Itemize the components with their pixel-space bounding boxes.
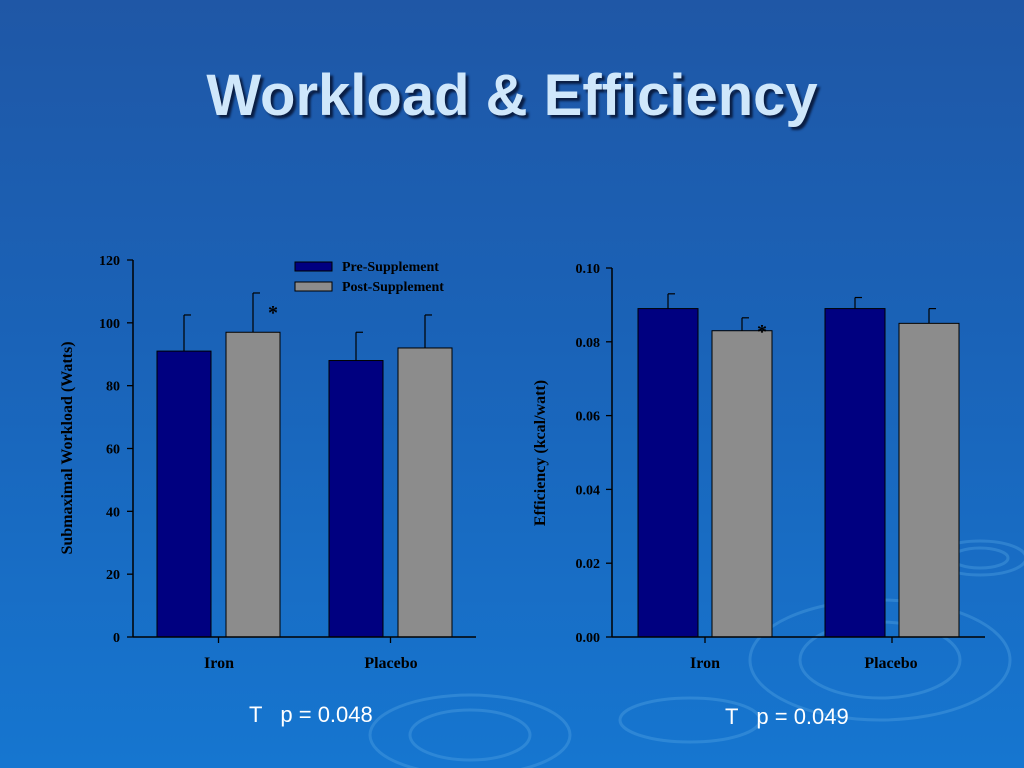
x-category-label: Placebo: [364, 655, 417, 672]
note-text: p = 0.049: [756, 704, 849, 729]
bar-iron-pre: [637, 308, 699, 638]
legend-swatch-pre: [294, 261, 333, 272]
y-tick-label: 100: [99, 317, 120, 332]
legend-label: Post-Supplement: [342, 280, 444, 295]
y-axis-label: Submaximal Workload (Watts): [59, 341, 76, 554]
legend-swatch-post: [294, 281, 333, 292]
significance-marker: *: [757, 321, 767, 343]
note-marker: T: [725, 704, 739, 729]
y-tick-label: 0.04: [576, 483, 601, 498]
y-tick-label: 0.06: [576, 410, 601, 425]
y-tick-label: 40: [106, 505, 120, 520]
x-category-label: Iron: [690, 655, 720, 672]
y-tick-label: 80: [106, 380, 120, 395]
note-marker: T: [249, 702, 263, 727]
y-tick-label: 0.08: [576, 336, 601, 351]
bar-placebo-pre: [328, 360, 384, 638]
y-tick-label: 0.10: [576, 262, 601, 277]
y-tick-label: 20: [106, 568, 120, 583]
bar-iron-post: [711, 330, 773, 638]
y-tick-label: 120: [99, 254, 120, 269]
bar-placebo-post: [397, 347, 453, 638]
legend-label: Pre-Supplement: [342, 260, 439, 275]
x-category-label: Iron: [204, 655, 234, 672]
y-tick-label: 0: [113, 631, 120, 646]
bar-placebo-post: [898, 322, 960, 638]
slide-title: Workload & Efficiency: [206, 63, 818, 128]
bar-placebo-pre: [824, 308, 886, 638]
p-value-note-workload: T p = 0.048: [249, 702, 373, 728]
note-text: p = 0.048: [280, 702, 373, 727]
bar-iron-post: [225, 331, 281, 638]
x-category-label: Placebo: [864, 655, 917, 672]
y-tick-label: 0.02: [576, 557, 601, 572]
bar-iron-pre: [156, 350, 212, 638]
y-tick-label: 60: [106, 443, 120, 458]
y-tick-label: 0.00: [576, 631, 601, 646]
y-axis-label: Efficiency (kcal/watt): [532, 380, 549, 526]
significance-marker: *: [268, 302, 278, 324]
p-value-note-efficiency: T p = 0.049: [725, 704, 849, 730]
